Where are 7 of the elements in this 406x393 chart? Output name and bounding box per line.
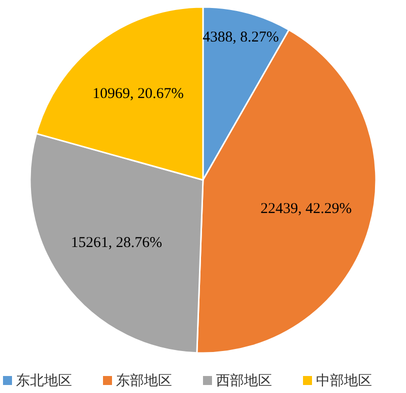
data-label: 10969, 20.67% [92,86,184,102]
legend-label: 中部地区 [316,372,372,389]
legend-label: 西部地区 [216,372,272,389]
data-label: 22439, 42.29% [260,200,352,217]
legend-label: 东部地区 [116,372,172,389]
legend-label: 东北地区 [16,372,72,389]
data-label: 15261, 28.76% [70,234,162,251]
